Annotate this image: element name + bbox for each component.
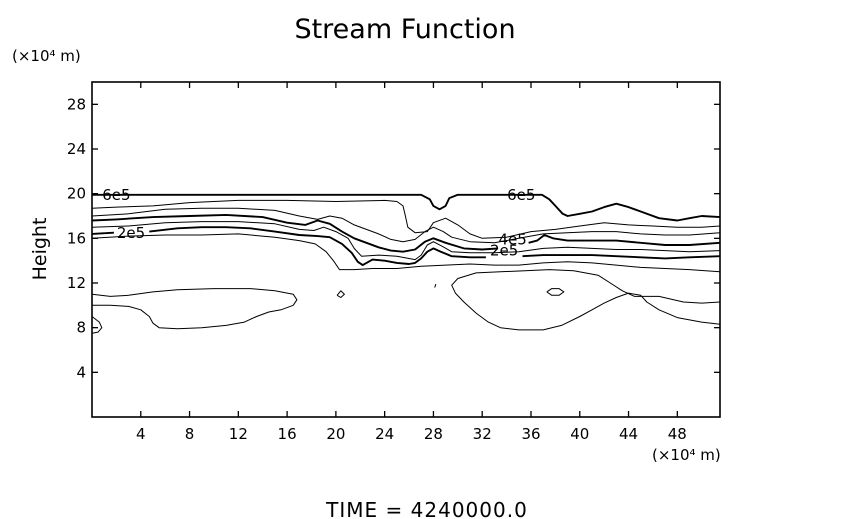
x-tick-label: 12 [229, 425, 248, 443]
contour-line-5 [91, 221, 721, 261]
contour-line-12 [451, 269, 721, 331]
contour-label: 4e5 [499, 230, 527, 248]
y-tick-label: 24 [67, 140, 86, 158]
x-tick-label: 24 [375, 425, 394, 443]
contour-line-11 [91, 316, 103, 334]
chart-title: Stream Function [294, 14, 515, 45]
contour-line-13 [336, 290, 345, 298]
x-tick-label: 20 [326, 425, 345, 443]
contour-label: 2e5 [117, 224, 145, 242]
x-tick-label: 36 [521, 425, 540, 443]
contour-line-2 [91, 207, 721, 244]
contour-line-3 [91, 213, 499, 253]
x-tick-label: 16 [278, 425, 297, 443]
x-tick-label: 48 [668, 425, 687, 443]
y-axis-unit: (×10⁴ m) [12, 47, 81, 65]
contour-label: 6e5 [102, 186, 130, 204]
contour-line-6 [91, 231, 114, 235]
contour-line-10 [91, 288, 298, 330]
contour-line-15 [434, 283, 437, 288]
plot-frame [91, 81, 721, 418]
y-tick-label: 12 [67, 274, 86, 292]
x-tick-label: 28 [424, 425, 443, 443]
contour-line-8 [522, 254, 721, 260]
x-tick-label: 44 [619, 425, 638, 443]
contour-line-14 [546, 288, 565, 296]
contour-lines [91, 193, 721, 334]
x-tick-label: 32 [473, 425, 492, 443]
contour-label: 2e5 [490, 242, 518, 260]
time-label: TIME = 4240000.0 [325, 498, 528, 519]
y-axis-label: Height [29, 218, 51, 281]
contour-line-0 [92, 193, 721, 222]
y-tick-label: 8 [76, 319, 86, 337]
y-tick-label: 4 [76, 363, 86, 381]
x-axis-unit: (×10⁴ m) [652, 446, 721, 464]
contour-label: 6e5 [507, 186, 535, 204]
y-tick-label: 28 [67, 95, 86, 113]
contour-line-1 [91, 199, 721, 239]
contour-line-7 [149, 226, 486, 267]
x-tick-label: 40 [570, 425, 589, 443]
y-tick-label: 20 [67, 185, 86, 203]
x-tick-label: 8 [185, 425, 195, 443]
y-tick-label: 16 [67, 229, 86, 247]
x-tick-label: 4 [136, 425, 146, 443]
contour-line-9 [91, 233, 721, 273]
contour-line-4 [528, 234, 721, 246]
